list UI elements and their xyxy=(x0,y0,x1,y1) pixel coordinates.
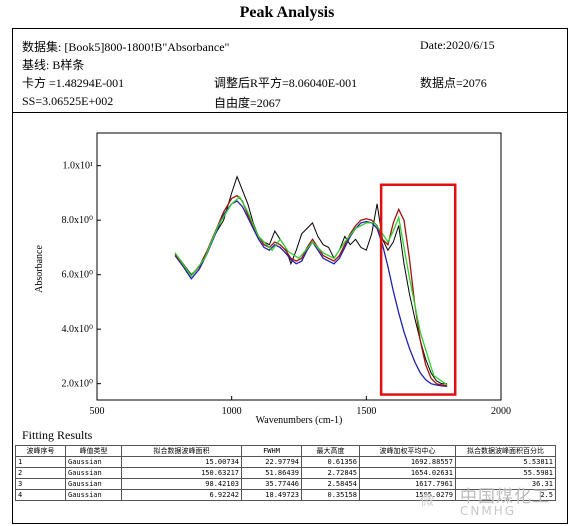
fitting-results-title: Fitting Results xyxy=(22,428,93,442)
series-line-baseline xyxy=(174,200,448,388)
watermark-mark: 微 xyxy=(420,493,434,509)
column-header: 峰值类型 xyxy=(65,445,122,457)
peak-fwhm: 51.86439 xyxy=(241,467,302,479)
fitting-results-table: 波峰序号 峰值类型 拟合数据波峰面积 FWHM 最大高度 波峰加权平均中心 拟合… xyxy=(15,445,556,501)
spectrum-plot: 2.0x10⁰ 4.0x10⁰ 6.0x10⁰ 8.0x10⁰ 1.0x10¹ 500 1… xyxy=(34,132,511,425)
x-tick-label: 1500 xyxy=(356,406,376,417)
chi-square-label: 卡方 =1.48294E-001 xyxy=(22,76,125,90)
highlight-box xyxy=(379,183,457,396)
x-axis-label: Wavenumbers (cm-1) xyxy=(256,415,343,425)
peak-index: 2 xyxy=(15,467,66,479)
peak-index: 3 xyxy=(15,478,66,490)
baseline-label: 基线: B样条 xyxy=(22,58,85,72)
peak-max-height: 0.35158 xyxy=(301,489,360,501)
y-tick-label: 1.0x10¹ xyxy=(63,161,94,172)
peak-index: 1 xyxy=(15,456,66,468)
column-header: 波峰序号 xyxy=(15,445,66,457)
watermark-line-2: CNMHG xyxy=(460,504,517,518)
peak-center: 1654.02631 xyxy=(359,467,456,479)
y-tick-label: 4.0x10⁰ xyxy=(61,324,93,335)
peak-area: 6.92242 xyxy=(121,489,242,501)
plot-area xyxy=(96,132,502,401)
y-tick-label: 8.0x10⁰ xyxy=(61,215,93,226)
table-header-row: 波峰序号 峰值类型 拟合数据波峰面积 FWHM 最大高度 波峰加权平均中心 拟合… xyxy=(15,445,556,457)
x-tick-label: 2000 xyxy=(491,406,511,417)
peak-type: Gaussian xyxy=(65,467,122,479)
peak-type: Gaussian xyxy=(65,478,122,490)
header-divider xyxy=(12,112,568,113)
peak-fwhm: 22.97794 xyxy=(241,456,302,468)
peak-index: 4 xyxy=(15,489,66,501)
watermark: 微 中国煤化工 CNMHG xyxy=(420,482,572,524)
ss-label: SS=3.06525E+002 xyxy=(22,94,114,108)
adjusted-r-square-label: 调整后R平方=8.06040E-001 xyxy=(214,76,358,90)
column-header: FWHM xyxy=(241,445,302,457)
peak-area-percent: 5.53811 xyxy=(455,456,556,468)
peak-max-height: 2.72845 xyxy=(301,467,360,479)
table-row: 1 Gaussian 15.00734 22.97794 0.61356 169… xyxy=(15,456,556,468)
y-axis-label: Absorbance xyxy=(34,245,45,293)
peak-type: Gaussian xyxy=(65,489,122,501)
y-tick-label: 6.0x10⁰ xyxy=(61,270,93,281)
series-line-data xyxy=(174,175,448,385)
peak-area: 15.00734 xyxy=(121,456,242,468)
column-header: 拟合数据波峰面积 xyxy=(121,445,242,457)
report-title: Peak Analysis xyxy=(239,4,335,21)
peak-area: 150.63217 xyxy=(121,467,242,479)
peak-fwhm: 35.77446 xyxy=(241,478,302,490)
peak-type: Gaussian xyxy=(65,456,122,468)
series-line-fit-envelope xyxy=(174,195,448,386)
column-header: 波峰加权平均中心 xyxy=(359,445,456,457)
x-tick-label: 1000 xyxy=(222,406,242,417)
report-frame xyxy=(12,28,568,524)
peak-area-percent: 55.5981 xyxy=(455,467,556,479)
peak-max-height: 2.58454 xyxy=(301,478,360,490)
degrees-of-freedom-label: 自由度=2067 xyxy=(214,96,281,110)
column-header: 拟合数据波峰面积百分比 xyxy=(455,445,556,457)
peak-area-percent: 2.5 xyxy=(455,489,556,501)
table-row: 3 Gaussian 98.42103 35.77446 2.58454 161… xyxy=(15,478,556,490)
peak-fwhm: 18.49723 xyxy=(241,489,302,501)
series-line-cumulative-fit xyxy=(174,194,448,387)
column-header: 最大高度 xyxy=(301,445,360,457)
y-tick-label: 2.0x10⁰ xyxy=(61,379,93,390)
dataset-label: 数据集: [Book5]800-1800!B"Absorbance" xyxy=(22,40,230,54)
x-tick-label: 500 xyxy=(90,406,105,417)
peak-area: 98.42103 xyxy=(121,478,242,490)
data-points-label: 数据点=2076 xyxy=(420,76,487,90)
table-row: 2 Gaussian 150.63217 51.86439 2.72845 16… xyxy=(15,467,556,479)
table-row: 4 Gaussian 6.92242 18.49723 0.35158 1595… xyxy=(15,489,556,501)
peak-max-height: 0.61356 xyxy=(301,456,360,468)
peak-center: 1692.88557 xyxy=(359,456,456,468)
watermark-line-1: 中国煤化工 xyxy=(460,487,550,507)
date-label: Date:2020/6/15 xyxy=(420,38,495,52)
